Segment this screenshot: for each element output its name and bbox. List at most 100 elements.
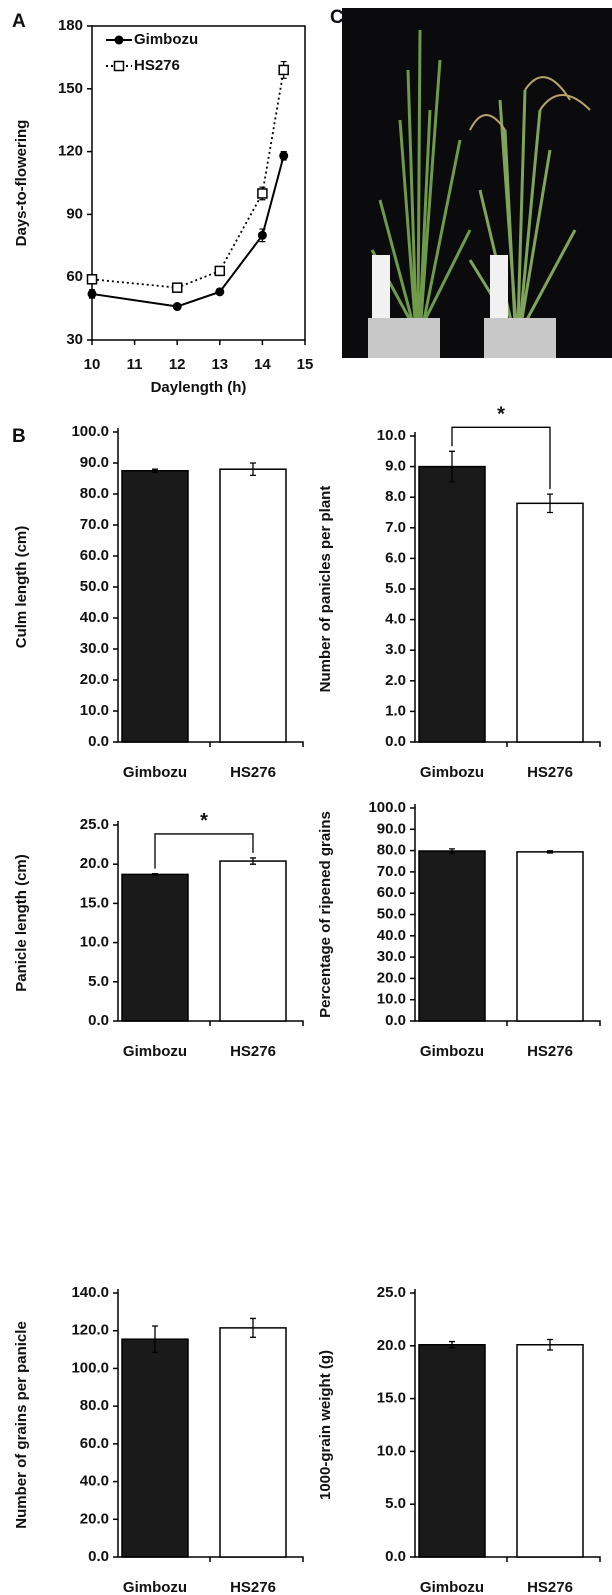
significance-mark: * xyxy=(200,810,208,832)
y-tick-label: 5.0 xyxy=(385,580,406,597)
y-tick-label: 40.0 xyxy=(377,927,406,944)
data-point xyxy=(171,282,183,293)
y-tick-label: 60 xyxy=(66,268,83,285)
error-bar xyxy=(547,493,553,514)
data-point xyxy=(214,265,226,277)
y-tick-label: 50.0 xyxy=(80,578,109,595)
y-tick-label: 60.0 xyxy=(377,884,406,901)
y-tick-label: 40.0 xyxy=(80,609,109,626)
x-tick-label: Gimbozu xyxy=(123,1043,187,1060)
y-axis-label: Number of grains per panicle xyxy=(13,1321,30,1529)
data-point xyxy=(257,230,267,240)
bar xyxy=(121,873,189,1022)
y-tick-label: 20.0 xyxy=(80,1510,109,1527)
legend-label: HS276 xyxy=(134,57,180,74)
error-bar xyxy=(449,450,455,483)
y-tick-label: 60.0 xyxy=(80,1435,109,1452)
y-tick-label: 0.0 xyxy=(88,733,109,750)
x-tick-label: HS276 xyxy=(230,1579,276,1595)
y-tick-label: 30.0 xyxy=(80,640,109,657)
x-tick-label: Gimbozu xyxy=(420,764,484,781)
y-tick-label: 90.0 xyxy=(377,820,406,837)
y-tick-label: 40.0 xyxy=(80,1473,109,1490)
x-tick-label: 14 xyxy=(254,356,271,373)
y-tick-label: 80.0 xyxy=(377,842,406,859)
pot xyxy=(368,318,440,358)
pot xyxy=(484,318,556,358)
error-bar xyxy=(250,857,256,865)
x-tick-label: HS276 xyxy=(527,1579,573,1595)
bar xyxy=(219,1327,287,1558)
panel-label: A xyxy=(12,11,26,32)
y-axis-label: Number of panicles per plant xyxy=(317,486,334,693)
error-bar xyxy=(250,1317,256,1338)
y-tick-label: 20.0 xyxy=(377,969,406,986)
x-tick-label: Gimbozu xyxy=(123,1579,187,1595)
y-tick-label: 70.0 xyxy=(377,863,406,880)
significance-bracket xyxy=(154,833,254,869)
significance-bracket xyxy=(451,426,551,490)
x-tick-label: 11 xyxy=(127,356,143,373)
y-tick-label: 25.0 xyxy=(80,816,109,833)
y-axis-label: Days-to-flowering xyxy=(13,120,30,247)
y-axis-label: Percentage of ripened grains xyxy=(317,811,334,1018)
y-tick-label: 0.0 xyxy=(385,1548,406,1565)
y-tick-label: 2.0 xyxy=(385,672,406,689)
y-tick-label: 10.0 xyxy=(377,991,406,1008)
y-tick-label: 4.0 xyxy=(385,611,406,628)
axes xyxy=(414,1289,601,1562)
bar xyxy=(121,1338,189,1558)
y-tick-label: 50.0 xyxy=(377,905,406,922)
error-bar xyxy=(449,1340,455,1349)
bar xyxy=(219,468,287,743)
y-tick-label: 0.0 xyxy=(88,1548,109,1565)
bar xyxy=(516,502,584,743)
x-tick-label: Gimbozu xyxy=(420,1579,484,1595)
x-tick-label: 13 xyxy=(211,356,228,373)
label-tag xyxy=(490,255,508,325)
bar xyxy=(418,850,486,1022)
y-tick-label: 100.0 xyxy=(71,423,109,440)
error-bar xyxy=(547,1338,553,1351)
plot-frame xyxy=(91,25,306,341)
data-point xyxy=(87,289,97,299)
axes xyxy=(414,432,601,747)
axes xyxy=(414,804,601,1026)
y-axis-label: 1000-grain weight (g) xyxy=(317,1350,334,1500)
y-tick-label: 6.0 xyxy=(385,549,406,566)
data-point xyxy=(172,302,182,312)
axes xyxy=(117,428,304,747)
series-line xyxy=(91,69,285,289)
y-tick-label: 100.0 xyxy=(71,1359,109,1376)
legend-marker xyxy=(113,60,125,72)
data-point xyxy=(279,151,289,161)
y-tick-label: 0.0 xyxy=(385,1012,406,1029)
legend-label: Gimbozu xyxy=(134,31,198,48)
error-bar xyxy=(152,1325,158,1354)
y-tick-label: 100.0 xyxy=(368,799,406,816)
bar xyxy=(219,860,287,1022)
axes xyxy=(117,1289,304,1562)
y-tick-label: 90 xyxy=(66,205,83,222)
y-tick-label: 150 xyxy=(58,80,83,97)
error-bar xyxy=(152,468,158,473)
error-bar xyxy=(250,462,256,477)
y-tick-label: 1.0 xyxy=(385,702,406,719)
x-tick-label: HS276 xyxy=(527,1043,573,1060)
y-tick-label: 0.0 xyxy=(385,733,406,750)
x-tick-label: HS276 xyxy=(527,764,573,781)
bar xyxy=(121,470,189,743)
y-tick-label: 10.0 xyxy=(377,427,406,444)
significance-mark: * xyxy=(497,404,505,426)
data-point xyxy=(257,188,268,199)
axes xyxy=(117,821,304,1026)
y-tick-label: 180 xyxy=(58,17,83,34)
y-tick-label: 7.0 xyxy=(385,519,406,536)
y-tick-label: 0.0 xyxy=(88,1012,109,1029)
y-tick-label: 5.0 xyxy=(385,1495,406,1512)
data-point xyxy=(278,64,289,76)
y-tick-label: 80.0 xyxy=(80,1397,109,1414)
x-axis-label: Daylength (h) xyxy=(151,379,247,396)
error-bar xyxy=(547,850,553,854)
